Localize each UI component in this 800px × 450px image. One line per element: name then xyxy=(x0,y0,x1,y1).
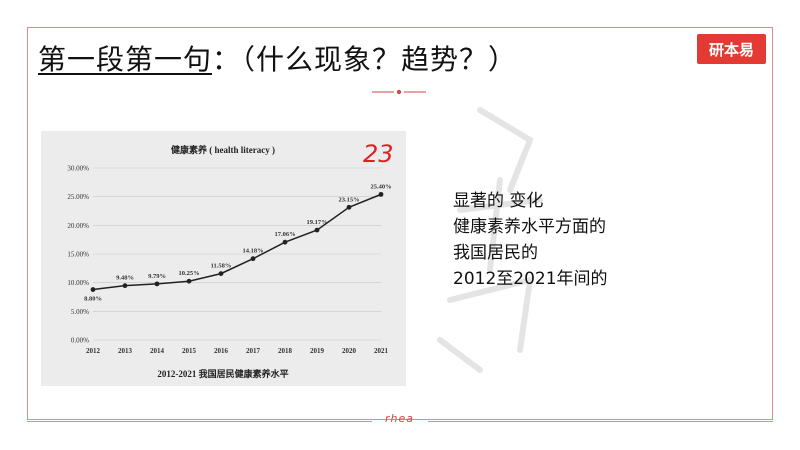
x-tick-label: 2014 xyxy=(150,347,165,355)
data-point xyxy=(314,227,320,233)
y-tick-label: 10.00% xyxy=(67,279,89,287)
logo-text: 研本易 xyxy=(708,40,754,59)
data-label: 23.15% xyxy=(338,196,359,203)
chart-photo: 健康素养 ( health literacy ) 0.00% 5.00% 10.00%… xyxy=(41,131,406,386)
data-point xyxy=(186,278,192,284)
x-tick-label: 2019 xyxy=(310,347,325,355)
footer-line-right xyxy=(428,421,773,422)
chart-title: 健康素养 ( health literacy ) xyxy=(171,144,275,155)
data-label: 17.06% xyxy=(274,231,295,238)
watermark-graphic xyxy=(437,107,543,373)
chart-caption: 2012-2021 我国居民健康素养水平 xyxy=(157,368,288,379)
slide-frame xyxy=(27,27,773,420)
slide-title: 第一段第一句：（什么现象？趋势？） xyxy=(38,38,517,78)
data-point xyxy=(346,204,352,210)
x-tick-label: 2017 xyxy=(246,347,261,355)
series-line xyxy=(92,193,382,291)
footer-line-left xyxy=(27,421,372,422)
divider-ornament xyxy=(372,89,426,95)
y-tick-label: 0.00% xyxy=(71,337,89,345)
line-chart: 健康素养 ( health literacy ) 0.00% 5.00% 10.00%… xyxy=(67,140,394,379)
data-label: 14.18% xyxy=(242,248,263,255)
data-point xyxy=(218,271,224,277)
side-note-line: 2012至2021年间的 xyxy=(453,269,608,289)
x-tick-label: 2013 xyxy=(118,347,133,355)
x-tick-label: 2015 xyxy=(182,347,197,355)
data-label: 8.80% xyxy=(84,296,102,303)
title-rest: ：（什么现象？趋势？） xyxy=(212,43,518,76)
data-point xyxy=(250,256,256,262)
data-point xyxy=(122,283,128,289)
y-tick-label: 25.00% xyxy=(67,193,89,201)
side-note-line: 我国居民的 xyxy=(453,243,538,263)
x-tick-label: 2016 xyxy=(214,347,229,355)
side-note-line: 显著的 变化 xyxy=(453,191,544,211)
x-tick-label: 2018 xyxy=(278,347,293,355)
data-label: 11.58% xyxy=(211,263,232,270)
y-tick-label: 5.00% xyxy=(71,308,89,316)
x-tick-label: 2021 xyxy=(374,347,389,355)
data-label: 19.17% xyxy=(306,219,327,226)
data-label: 10.25% xyxy=(178,270,199,277)
brand-logo: 研本易 xyxy=(697,34,766,64)
side-notes: 显著的 变化 健康素养水平方面的 我国居民的 2012至2021年间的 xyxy=(453,188,608,292)
y-tick-label: 15.00% xyxy=(67,251,89,259)
y-tick-label: 30.00% xyxy=(67,165,89,173)
data-label: 9.48% xyxy=(116,275,134,282)
data-point xyxy=(154,281,160,287)
data-point xyxy=(378,191,384,197)
data-point xyxy=(90,287,96,292)
x-tick-label: 2012 xyxy=(86,347,101,355)
x-tick-label: 2020 xyxy=(342,347,357,355)
y-tick-label: 20.00% xyxy=(67,222,89,230)
footer-signature: rhea xyxy=(385,412,415,425)
handwritten-note: 23 xyxy=(363,140,394,168)
title-underlined: 第一段第一句 xyxy=(38,43,213,76)
data-point xyxy=(282,239,288,245)
side-note-line: 健康素养水平方面的 xyxy=(453,217,606,237)
data-label: 9.79% xyxy=(148,273,166,280)
data-label: 25.40% xyxy=(370,183,391,190)
